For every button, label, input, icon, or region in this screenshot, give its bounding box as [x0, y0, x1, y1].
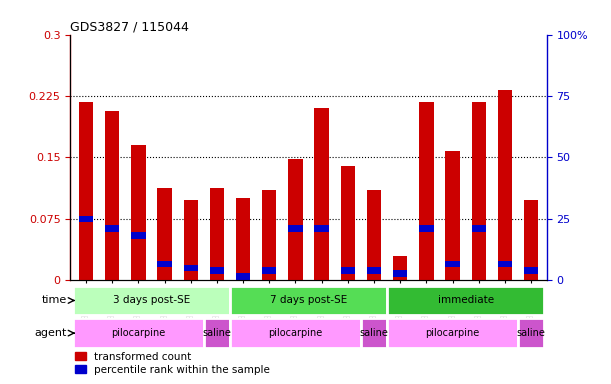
- Bar: [131, 232, 145, 238]
- Legend: transformed count, percentile rank within the sample: transformed count, percentile rank withi…: [76, 352, 270, 375]
- Bar: [498, 261, 512, 267]
- Bar: [131, 145, 145, 280]
- Bar: [393, 256, 408, 280]
- Bar: [367, 267, 381, 274]
- Text: saline: saline: [517, 328, 546, 338]
- Text: immediate: immediate: [437, 295, 494, 306]
- Bar: [315, 108, 329, 280]
- FancyBboxPatch shape: [73, 318, 204, 348]
- Text: time: time: [42, 295, 67, 306]
- Text: saline: saline: [360, 328, 389, 338]
- Bar: [288, 225, 302, 232]
- Bar: [158, 261, 172, 267]
- Bar: [288, 159, 302, 280]
- Text: pilocarpine: pilocarpine: [268, 328, 323, 338]
- FancyBboxPatch shape: [361, 318, 387, 348]
- Bar: [472, 102, 486, 280]
- FancyBboxPatch shape: [230, 318, 361, 348]
- Text: 7 days post-SE: 7 days post-SE: [270, 295, 347, 306]
- FancyBboxPatch shape: [518, 318, 544, 348]
- Bar: [472, 225, 486, 232]
- Bar: [236, 199, 251, 280]
- Bar: [445, 151, 459, 280]
- FancyBboxPatch shape: [387, 286, 544, 315]
- Bar: [367, 190, 381, 280]
- Bar: [445, 261, 459, 267]
- Bar: [498, 90, 512, 280]
- Bar: [341, 267, 355, 274]
- Text: GDS3827 / 115044: GDS3827 / 115044: [70, 20, 189, 33]
- FancyBboxPatch shape: [387, 318, 518, 348]
- FancyBboxPatch shape: [73, 286, 230, 315]
- Bar: [262, 267, 276, 274]
- Bar: [524, 267, 538, 274]
- Bar: [393, 270, 408, 277]
- Bar: [236, 273, 251, 280]
- Bar: [158, 188, 172, 280]
- Text: pilocarpine: pilocarpine: [425, 328, 480, 338]
- Bar: [79, 102, 93, 280]
- Bar: [419, 225, 434, 232]
- Bar: [315, 225, 329, 232]
- Bar: [105, 225, 119, 232]
- Bar: [79, 215, 93, 222]
- Bar: [183, 265, 198, 271]
- Text: agent: agent: [35, 328, 67, 338]
- Bar: [341, 166, 355, 280]
- Bar: [105, 111, 119, 280]
- Bar: [183, 200, 198, 280]
- Text: 3 days post-SE: 3 days post-SE: [113, 295, 190, 306]
- Bar: [419, 102, 434, 280]
- Bar: [210, 267, 224, 274]
- Text: pilocarpine: pilocarpine: [111, 328, 166, 338]
- Bar: [524, 200, 538, 280]
- FancyBboxPatch shape: [204, 318, 230, 348]
- FancyBboxPatch shape: [230, 286, 387, 315]
- Bar: [210, 188, 224, 280]
- Bar: [262, 190, 276, 280]
- Text: saline: saline: [202, 328, 232, 338]
